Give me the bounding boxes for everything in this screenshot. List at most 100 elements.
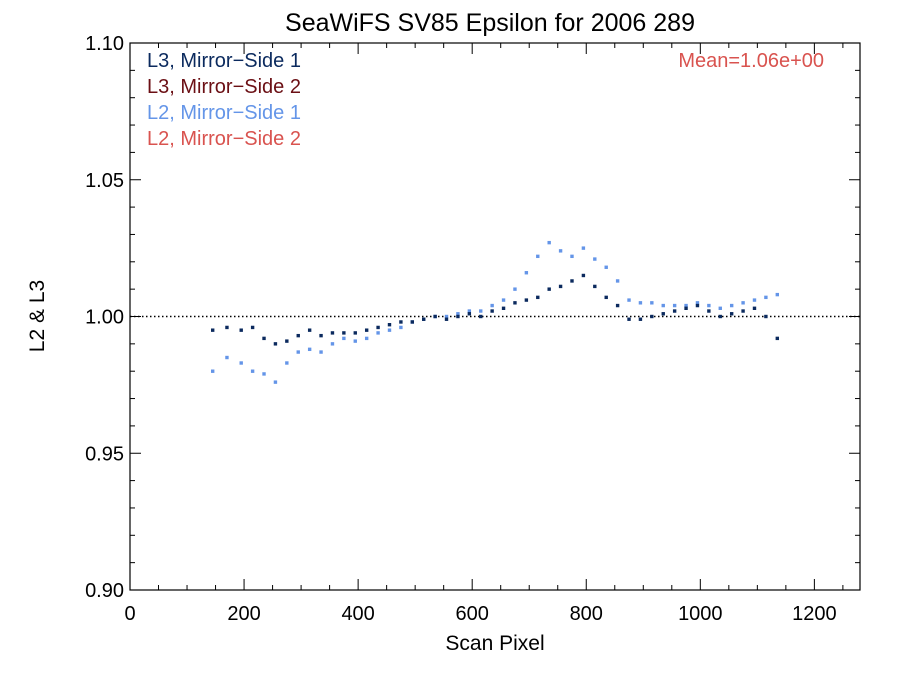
- data-point: [570, 279, 574, 283]
- data-point: [536, 295, 540, 300]
- data-point: [661, 312, 665, 316]
- data-point: [604, 265, 608, 269]
- y-tick-label: 0.90: [85, 580, 124, 602]
- data-point: [775, 336, 780, 341]
- data-point: [330, 331, 335, 335]
- data-point: [422, 317, 426, 321]
- data-point: [467, 309, 472, 313]
- data-point: [718, 314, 722, 319]
- data-point: [444, 314, 449, 319]
- data-point: [364, 336, 369, 341]
- data-point: [285, 339, 289, 343]
- data-point: [695, 301, 700, 305]
- data-point: [524, 271, 529, 275]
- data-point: [210, 369, 215, 373]
- data-point: [752, 306, 757, 310]
- data-point: [262, 336, 266, 341]
- data-point: [364, 328, 369, 332]
- data-point: [615, 279, 620, 283]
- data-point: [399, 320, 403, 324]
- data-point: [307, 328, 312, 332]
- data-point: [764, 295, 768, 300]
- y-axis-ticks: 0.90 0.95 1.00 1.05 1.10: [85, 33, 860, 602]
- data-point: [638, 317, 643, 321]
- data-point: [558, 249, 563, 253]
- data-point: [581, 273, 586, 278]
- data-point: [627, 317, 631, 321]
- data-point: [342, 331, 346, 335]
- data-points: [210, 240, 780, 384]
- data-point: [319, 333, 323, 338]
- legend-entry-l2-ms2: L2, Mirror−Side 2: [147, 128, 301, 150]
- data-point: [273, 380, 278, 384]
- data-point: [490, 309, 494, 313]
- data-point: [376, 331, 380, 335]
- data-point: [604, 295, 608, 300]
- data-point: [718, 306, 722, 310]
- data-point: [775, 292, 780, 297]
- data-point: [707, 309, 711, 313]
- data-point: [707, 303, 711, 308]
- chart-title: SeaWiFS SV85 Epsilon for 2006 289: [285, 9, 695, 37]
- data-point: [684, 303, 688, 308]
- data-point: [296, 333, 300, 338]
- data-point: [250, 325, 255, 330]
- y-tick-label: 1.05: [85, 170, 124, 192]
- data-point: [513, 301, 517, 305]
- data-point: [307, 347, 312, 352]
- data-point: [661, 303, 665, 308]
- data-point: [729, 303, 734, 308]
- x-tick-label: 600: [456, 603, 489, 625]
- data-point: [239, 361, 243, 365]
- data-point: [353, 331, 357, 335]
- data-point: [399, 325, 403, 330]
- data-point: [570, 254, 574, 259]
- legend-entry-l3-ms2: L3, Mirror−Side 2: [147, 76, 301, 98]
- data-point: [627, 298, 631, 302]
- data-point: [741, 309, 745, 313]
- data-point: [262, 372, 266, 376]
- data-point: [490, 303, 494, 308]
- y-tick-label: 0.95: [85, 443, 124, 465]
- data-point: [273, 342, 278, 346]
- y-axis-label: L2 & L3: [26, 280, 49, 352]
- x-tick-label: 400: [341, 603, 374, 625]
- mean-annotation: Mean=1.06e+00: [678, 50, 824, 72]
- data-point: [479, 309, 483, 313]
- x-tick-label: 0: [124, 603, 135, 625]
- x-tick-label: 200: [227, 603, 260, 625]
- data-point: [672, 303, 677, 308]
- x-axis-ticks: 0 200 400 600 800 1000 1200: [124, 43, 844, 625]
- data-point: [376, 325, 380, 330]
- data-point: [593, 284, 597, 289]
- data-point: [695, 303, 700, 308]
- data-point: [650, 314, 654, 319]
- data-point: [741, 301, 745, 305]
- x-axis-label: Scan Pixel: [445, 632, 544, 655]
- x-tick-label: 800: [570, 603, 603, 625]
- data-point: [225, 325, 229, 330]
- data-point: [638, 301, 643, 305]
- data-point: [581, 246, 586, 250]
- y-tick-label: 1.00: [85, 307, 124, 329]
- legend-entry-l3-ms1: L3, Mirror−Side 1: [147, 50, 301, 72]
- data-point: [239, 328, 243, 332]
- data-point: [524, 298, 529, 302]
- x-tick-label: 1200: [792, 603, 837, 625]
- data-point: [547, 240, 551, 245]
- data-point: [672, 309, 677, 313]
- data-point: [456, 312, 460, 316]
- data-point: [342, 336, 346, 341]
- data-point: [353, 339, 357, 343]
- y-tick-label: 1.10: [85, 33, 124, 55]
- data-point: [433, 314, 437, 319]
- legend-entry-l2-ms1: L2, Mirror−Side 1: [147, 102, 301, 124]
- data-point: [225, 355, 229, 360]
- data-point: [330, 342, 335, 346]
- data-point: [456, 314, 460, 319]
- data-point: [467, 312, 472, 316]
- data-point: [650, 301, 654, 305]
- data-point: [558, 284, 563, 289]
- data-point: [479, 314, 483, 319]
